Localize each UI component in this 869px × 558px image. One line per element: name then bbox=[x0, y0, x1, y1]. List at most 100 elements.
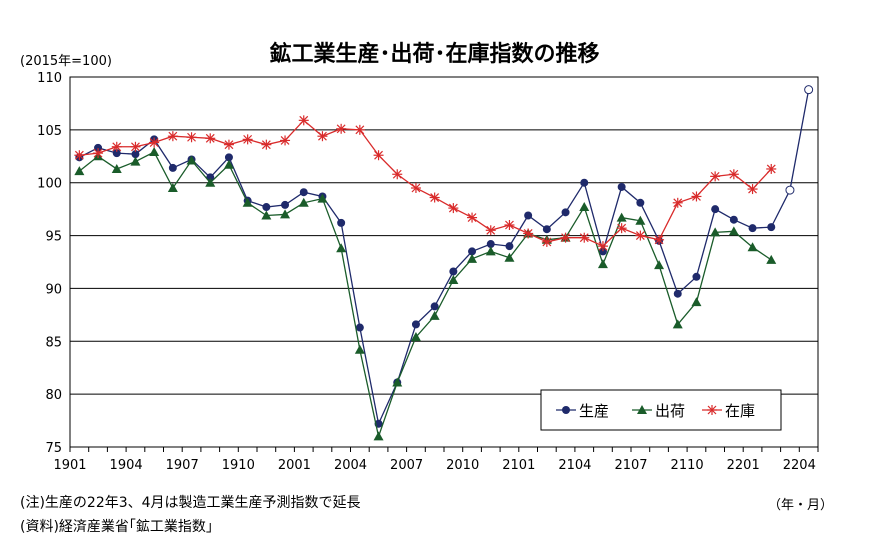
data-point bbox=[224, 153, 233, 162]
y-tick-label: 80 bbox=[45, 388, 62, 403]
data-point bbox=[186, 155, 197, 165]
data-point bbox=[167, 183, 178, 192]
data-point bbox=[542, 225, 551, 234]
data-point bbox=[186, 132, 197, 143]
data-point bbox=[449, 267, 458, 276]
data-point bbox=[242, 134, 253, 145]
x-tick-label: 2201 bbox=[727, 458, 760, 473]
data-point bbox=[280, 209, 291, 219]
x-tick-label: 2010 bbox=[446, 458, 479, 473]
data-point bbox=[130, 141, 141, 152]
data-point bbox=[354, 344, 365, 354]
data-point bbox=[710, 227, 721, 237]
data-point bbox=[298, 197, 309, 207]
data-point bbox=[710, 171, 721, 182]
data-point bbox=[467, 253, 478, 263]
y-tick-label: 105 bbox=[37, 124, 62, 139]
data-point bbox=[373, 150, 384, 161]
data-point bbox=[560, 232, 571, 243]
data-point bbox=[617, 182, 626, 191]
y-axis-unit-label: (2015年=100) bbox=[20, 54, 112, 69]
x-tick-label: 2104 bbox=[558, 458, 591, 473]
data-point bbox=[280, 135, 291, 146]
legend-marker bbox=[637, 405, 647, 414]
series-line bbox=[79, 138, 772, 426]
x-tick-label: 2110 bbox=[671, 458, 704, 473]
x-tick-label: 2101 bbox=[502, 458, 535, 473]
data-point bbox=[635, 230, 646, 241]
data-point bbox=[504, 252, 515, 262]
legend-marker bbox=[707, 405, 717, 415]
data-point bbox=[691, 297, 702, 307]
y-axis-ticks: 75 80 85 90 95 100 105 110 bbox=[37, 71, 62, 456]
x-tick-label: 1904 bbox=[110, 458, 143, 473]
data-point bbox=[672, 197, 683, 208]
data-point bbox=[373, 431, 384, 441]
grid-lines bbox=[70, 129, 818, 395]
series-line bbox=[79, 119, 772, 247]
data-point bbox=[654, 260, 665, 270]
data-point bbox=[728, 226, 739, 236]
data-point bbox=[580, 178, 589, 187]
data-point bbox=[747, 242, 758, 252]
data-point bbox=[729, 215, 738, 224]
data-point bbox=[167, 131, 178, 142]
data-point bbox=[354, 124, 365, 135]
data-point bbox=[262, 203, 271, 212]
data-point bbox=[597, 241, 608, 252]
data-point bbox=[486, 240, 495, 249]
data-point bbox=[205, 177, 216, 187]
data-point bbox=[541, 236, 552, 247]
data-point bbox=[579, 202, 590, 212]
footnote-note: (注)生産の22年3、4月は製造工業生産予測指数で延長 bbox=[20, 495, 361, 511]
data-point bbox=[130, 156, 141, 166]
data-point bbox=[767, 223, 776, 232]
data-point bbox=[337, 218, 346, 227]
legend: 生産 出荷 在庫 bbox=[540, 389, 782, 431]
data-point bbox=[691, 191, 702, 202]
x-axis-unit-label: （年・月） bbox=[768, 498, 834, 513]
data-point bbox=[448, 203, 459, 214]
legend-box bbox=[540, 389, 782, 431]
data-point bbox=[523, 228, 534, 239]
x-tick-label: 2107 bbox=[614, 458, 647, 473]
footnote-source: (資料)経済産業省｢鉱工業指数｣ bbox=[20, 519, 213, 535]
data-point bbox=[429, 192, 440, 203]
data-point bbox=[448, 274, 459, 284]
x-tick-label: 2001 bbox=[278, 458, 311, 473]
data-point bbox=[336, 123, 347, 134]
forecast-point bbox=[804, 85, 814, 95]
data-point bbox=[429, 310, 440, 320]
data-point bbox=[766, 163, 777, 174]
x-tick-label: 2004 bbox=[334, 458, 367, 473]
data-point bbox=[747, 184, 758, 195]
y-tick-label: 90 bbox=[45, 282, 62, 297]
data-point bbox=[635, 215, 646, 225]
data-point bbox=[654, 234, 665, 245]
y-tick-label: 85 bbox=[45, 335, 62, 350]
data-point bbox=[112, 149, 121, 158]
data-point bbox=[410, 183, 421, 193]
data-point bbox=[94, 143, 103, 152]
data-point bbox=[168, 163, 177, 172]
forecast-point bbox=[785, 185, 795, 195]
data-point bbox=[149, 137, 160, 148]
x-tick-label: 1901 bbox=[53, 458, 86, 473]
data-point bbox=[317, 131, 328, 142]
x-tick-label: 2007 bbox=[390, 458, 423, 473]
data-point bbox=[766, 254, 777, 264]
y-tick-label: 110 bbox=[37, 71, 62, 86]
data-point bbox=[692, 272, 701, 281]
data-point bbox=[392, 169, 403, 180]
data-point bbox=[467, 212, 478, 223]
data-point bbox=[299, 188, 308, 197]
data-point bbox=[485, 225, 496, 236]
legend-label: 出荷 bbox=[655, 402, 685, 420]
data-point bbox=[317, 193, 328, 203]
data-point bbox=[504, 220, 515, 230]
data-point bbox=[131, 150, 140, 159]
y-tick-label: 95 bbox=[45, 230, 62, 245]
legend-label: 生産 bbox=[579, 402, 609, 420]
data-point bbox=[616, 223, 627, 234]
